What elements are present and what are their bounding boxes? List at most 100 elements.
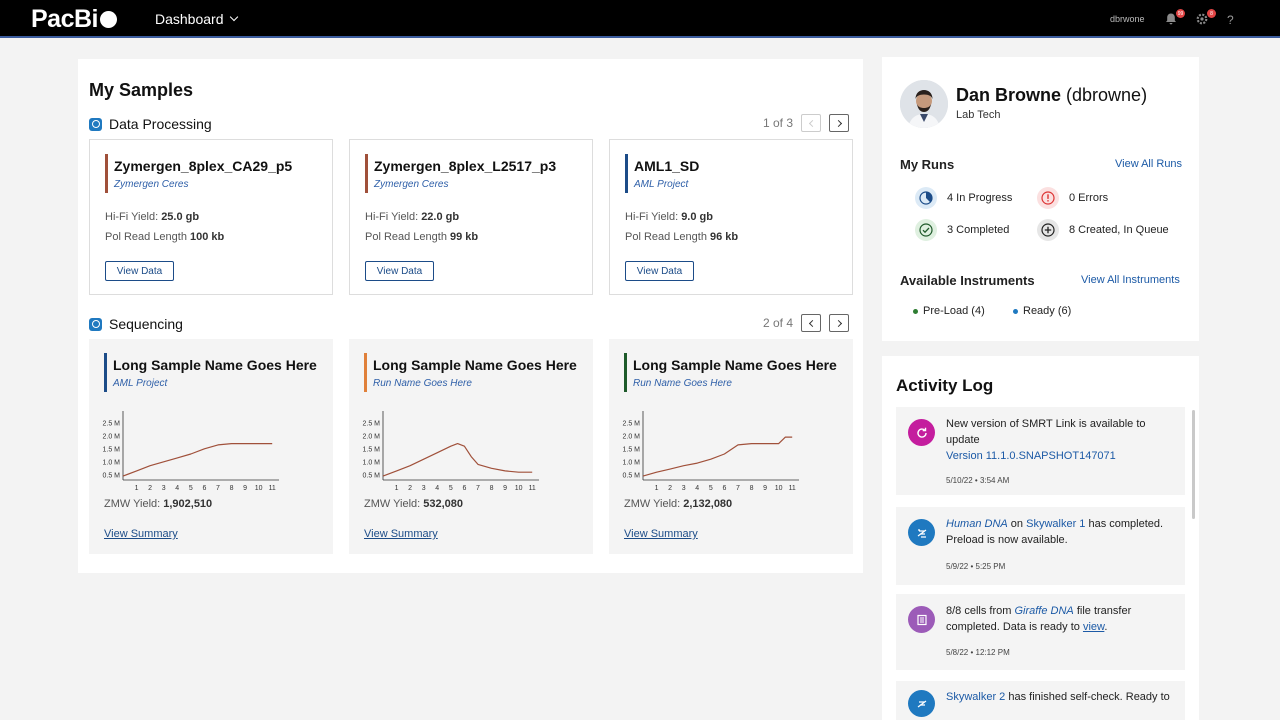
zmw-yield-chart: 2.5 M 2.0 M 1.5 M 1.0 M 0.5 M 1 2 3 4 5 6 7 8 9 10 11	[622, 411, 799, 492]
activity-text: Human DNA on Skywalker 1 has completed. …	[946, 516, 1176, 548]
view-summary-link[interactable]: View Summary	[364, 528, 438, 540]
x-tick-label: 11	[789, 485, 796, 492]
card-title: Long Sample Name Goes Here	[373, 357, 577, 373]
activity-text-fragment: on	[1007, 518, 1027, 530]
completed-stat[interactable]: 3 Completed	[915, 219, 1009, 241]
sample-link[interactable]: Giraffe DNA	[1014, 605, 1074, 617]
card-subtitle[interactable]: Run Name Goes Here	[373, 378, 472, 389]
zmw-yield-chart: 2.5 M 2.0 M 1.5 M 1.0 M 0.5 M 1 2 3 4 5 6 7 8 9 10 11	[102, 411, 279, 492]
zmw-yield-row: ZMW Yield: 2,132,080	[624, 498, 732, 510]
ready-status-dot-icon	[1013, 308, 1018, 314]
sample-link[interactable]: Human DNA	[946, 518, 1008, 530]
avatar[interactable]	[900, 80, 948, 128]
activity-log-scrollbar[interactable]	[1192, 410, 1195, 519]
x-tick-label: 10	[255, 485, 263, 492]
sequencing-next-button[interactable]	[829, 314, 850, 332]
x-tick-label: 9	[503, 485, 507, 492]
completed-label: 3 Completed	[947, 224, 1010, 236]
view-data-button[interactable]: View Data	[625, 261, 694, 281]
ready-instruments[interactable]: Ready (6)	[1013, 305, 1071, 317]
instrument-link[interactable]: Skywalker 1	[1026, 518, 1086, 530]
hifi-yield-row: Hi-Fi Yield: 22.0 gb	[365, 211, 459, 223]
sequencing-section-title: Sequencing	[89, 316, 183, 332]
card-title: Zymergen_8plex_CA29_p5	[114, 158, 293, 174]
sequencing-pager: 2 of 4	[763, 314, 850, 332]
queued-stat[interactable]: 8 Created, In Queue	[1037, 219, 1169, 241]
data-processing-icon	[89, 117, 102, 131]
view-link[interactable]: view	[1082, 621, 1105, 633]
checkmark-icon	[915, 219, 937, 241]
card-subtitle[interactable]: Zymergen Ceres	[114, 179, 189, 190]
series-line	[382, 442, 533, 477]
dashboard-label: Dashboard	[155, 11, 224, 27]
preload-instruments[interactable]: Pre-Load (4)	[913, 305, 985, 317]
zmw-yield-label: ZMW Yield:	[364, 498, 421, 510]
notifications-bell-icon[interactable]: 99	[1164, 9, 1185, 28]
data-processing-next-button[interactable]	[829, 114, 850, 132]
view-summary-link[interactable]: View Summary	[104, 528, 178, 540]
username[interactable]: dbrwone	[1110, 14, 1145, 24]
zmw-yield-label: ZMW Yield:	[104, 498, 161, 510]
x-tick-label: 4	[695, 485, 699, 492]
card-title: Long Sample Name Goes Here	[633, 357, 837, 373]
logo-text: PacBi	[31, 4, 98, 33]
settings-gear-icon[interactable]: 8	[1195, 9, 1216, 28]
card-subtitle[interactable]: AML Project	[634, 179, 689, 190]
view-data-button[interactable]: View Data	[365, 261, 434, 281]
hifi-yield-label: Hi-Fi Yield:	[365, 211, 419, 223]
data-card: Zymergen_8plex_CA29_p5 Zymergen Ceres Hi…	[89, 139, 333, 295]
x-tick-label: 1	[655, 485, 659, 492]
x-tick-label: 7	[216, 485, 220, 492]
x-tick-label: 6	[462, 485, 466, 492]
hifi-yield-row: Hi-Fi Yield: 25.0 gb	[105, 211, 199, 223]
view-all-runs-link[interactable]: View All Runs	[1115, 158, 1183, 170]
view-summary-link[interactable]: View Summary	[624, 528, 698, 540]
sequencing-icon	[89, 317, 102, 331]
queued-label: 8 Created, In Queue	[1069, 224, 1169, 236]
y-tick-label: 1.0 M	[622, 459, 640, 466]
x-tick-label: 9	[243, 485, 247, 492]
view-data-button[interactable]: View Data	[105, 261, 174, 281]
y-tick-label: 0.5 M	[362, 472, 380, 479]
available-instruments-heading: Available Instruments	[900, 273, 1035, 288]
card-title: Zymergen_8plex_L2517_p3	[374, 158, 557, 174]
card-subtitle[interactable]: Zymergen Ceres	[374, 179, 449, 190]
instrument-link[interactable]: Skywalker 2	[946, 691, 1006, 703]
zmw-yield-row: ZMW Yield: 1,902,510	[104, 498, 212, 510]
pol-read-length-label: Pol Read Length	[365, 231, 447, 243]
data-processing-prev-button[interactable]	[801, 114, 822, 132]
activity-text: 8/8 cells from Giraffe DNA file transfer…	[946, 603, 1176, 635]
series-line	[642, 436, 793, 477]
pol-read-length-value: 96 kb	[709, 231, 739, 243]
card-accent-bar	[104, 353, 107, 392]
y-tick-label: 2.0 M	[102, 433, 120, 440]
card-subtitle[interactable]: AML Project	[113, 378, 168, 389]
activity-message: New version of SMRT Link is available to…	[946, 418, 1146, 446]
errors-stat[interactable]: 0 Errors	[1037, 187, 1108, 209]
help-icon[interactable]: ?	[1227, 13, 1234, 27]
x-tick-label: 7	[476, 485, 480, 492]
x-tick-label: 5	[449, 485, 453, 492]
card-accent-bar	[624, 353, 627, 392]
activity-item: Human DNA on Skywalker 1 has completed. …	[896, 507, 1185, 585]
my-samples-heading: My Samples	[89, 80, 194, 100]
x-tick-label: 6	[202, 485, 206, 492]
my-runs-heading: My Runs	[900, 157, 955, 172]
profile-role: Lab Tech	[956, 109, 1001, 121]
x-tick-label: 2	[408, 485, 412, 492]
data-processing-pager: 1 of 3	[763, 114, 850, 132]
zmw-yield-label: ZMW Yield:	[624, 498, 681, 510]
pacbio-logo[interactable]: PacBi	[31, 4, 117, 33]
chevron-right-icon	[834, 119, 842, 127]
chevron-left-icon	[808, 319, 816, 327]
x-tick-label: 9	[763, 485, 767, 492]
in-progress-label: 4 In Progress	[947, 192, 1013, 204]
pol-read-length-row: Pol Read Length 100 kb	[105, 231, 224, 243]
version-link[interactable]: Version 11.1.0.SNAPSHOT147071	[946, 450, 1116, 462]
in-progress-stat[interactable]: 4 In Progress	[915, 187, 1012, 209]
view-all-instruments-link[interactable]: View All Instruments	[1081, 274, 1180, 286]
dashboard-nav-dropdown[interactable]: Dashboard	[155, 11, 238, 27]
sequencing-prev-button[interactable]	[801, 314, 822, 332]
x-tick-label: 1	[135, 485, 139, 492]
card-subtitle[interactable]: Run Name Goes Here	[633, 378, 732, 389]
